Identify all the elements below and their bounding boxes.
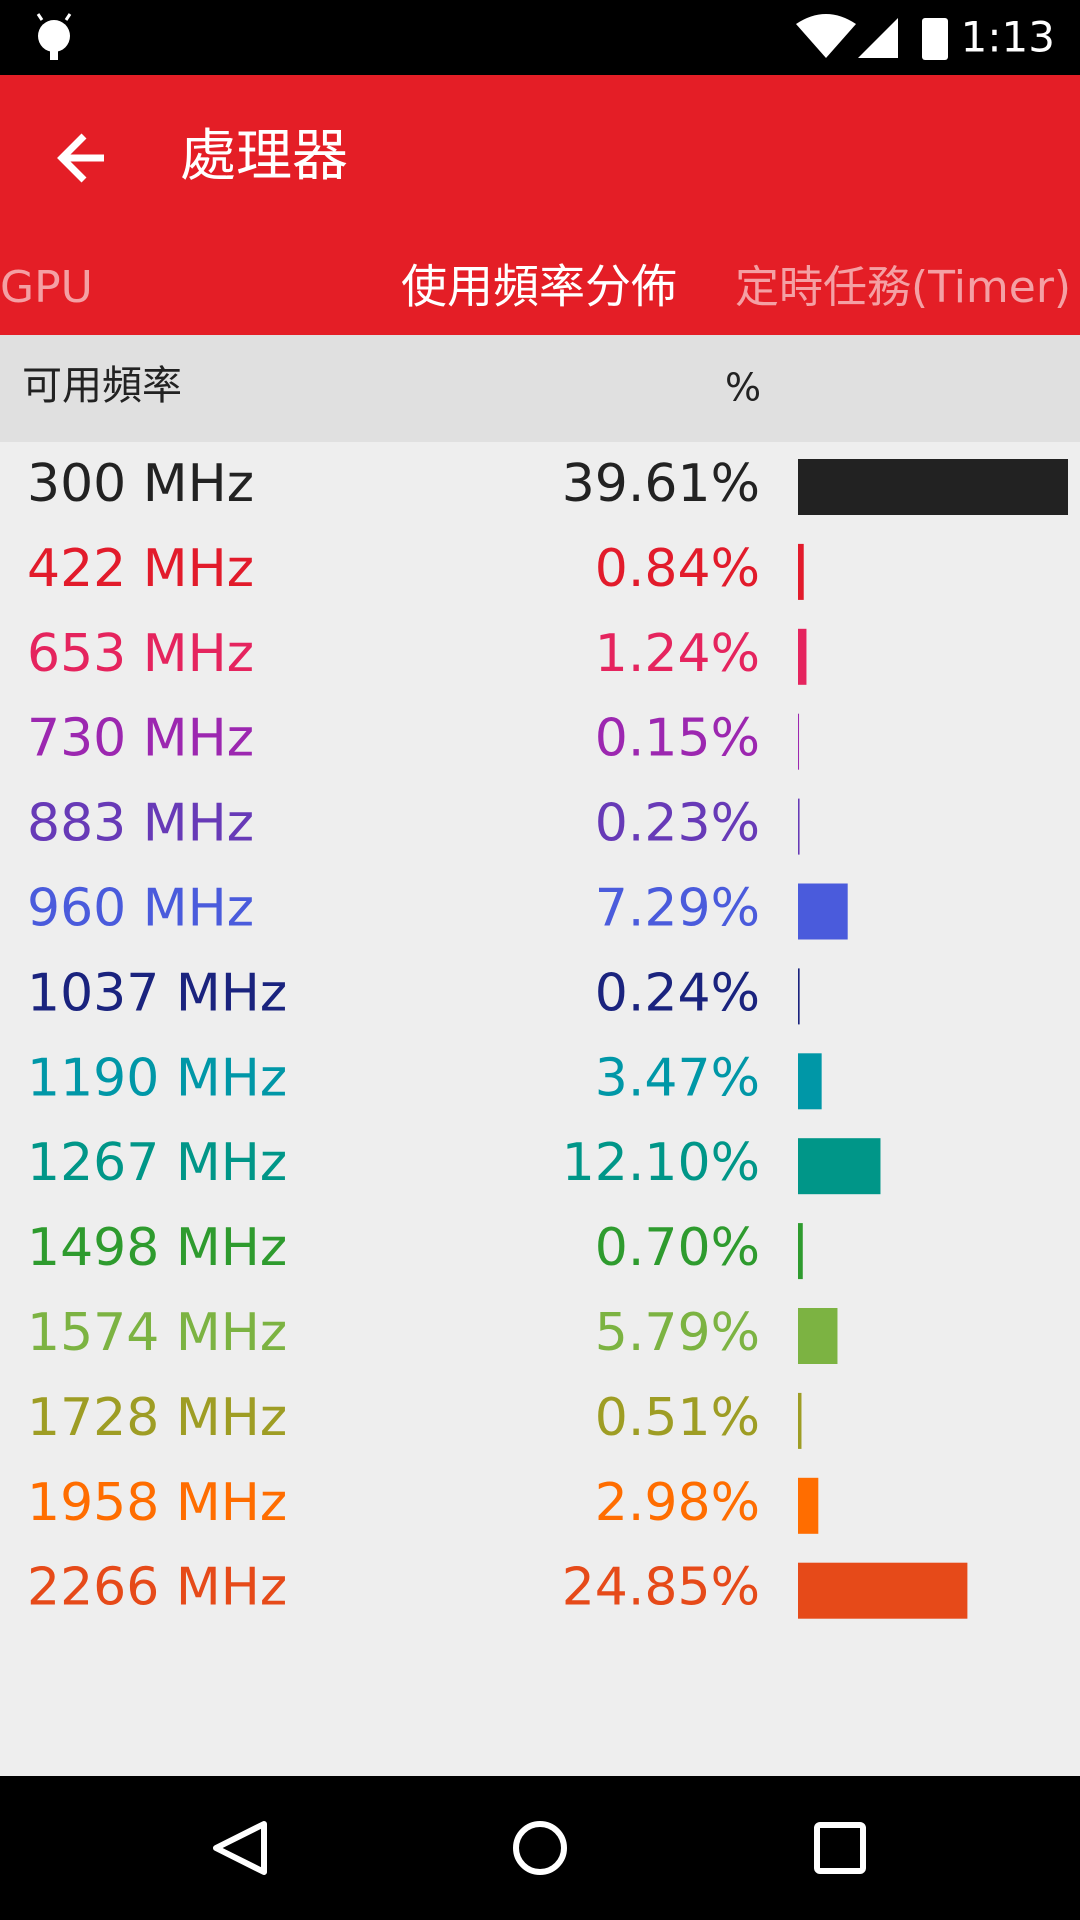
toolbar-title: 處理器 <box>180 124 348 189</box>
frequency-label: 300 MHz <box>27 454 254 514</box>
usage-bar <box>798 968 800 1025</box>
percent-label: 0.24% <box>595 963 760 1023</box>
battery-icon <box>922 18 948 60</box>
tab[interactable]: 定時任務(Timer) <box>735 262 1071 313</box>
back-button[interactable] <box>57 133 104 183</box>
nav-home[interactable] <box>513 1821 567 1875</box>
list-header <box>0 335 1080 442</box>
frequency-label: 1037 MHz <box>27 963 287 1023</box>
percent-label: 0.70% <box>595 1218 760 1278</box>
frequency-label: 883 MHz <box>27 794 254 854</box>
percent-label: 3.47% <box>595 1048 760 1108</box>
frequency-label: 960 MHz <box>27 879 254 939</box>
frequency-label: 730 MHz <box>27 709 254 769</box>
tab-selected[interactable]: 使用頻率分佈 <box>401 260 677 314</box>
percent-label: 1.24% <box>595 624 760 684</box>
percent-label: 2.98% <box>595 1473 760 1533</box>
wifi-icon <box>796 14 856 58</box>
percent-label: 0.23% <box>595 794 760 854</box>
usage-bar <box>798 1138 881 1195</box>
tab[interactable]: GPU <box>0 262 93 313</box>
percent-label: 0.84% <box>595 539 760 599</box>
usage-bar <box>798 1223 803 1280</box>
frequency-label: 1267 MHz <box>27 1133 287 1193</box>
usage-bar <box>798 1053 822 1110</box>
clock: 1:13 <box>961 13 1055 62</box>
usage-bar <box>798 1308 838 1364</box>
usage-bar <box>798 1477 819 1534</box>
frequency-label: 422 MHz <box>27 539 254 599</box>
frequency-label: 1958 MHz <box>27 1473 287 1533</box>
usage-bar <box>798 459 1068 515</box>
toolbar <box>0 75 1080 335</box>
header-unit: % <box>725 366 761 410</box>
usage-bar <box>798 1562 968 1619</box>
usage-bar <box>798 883 848 940</box>
rows: 300 MHz 39.61% 422 MHz 0.84% 653 MHz 1.24% 730… <box>27 454 1068 1619</box>
frequency-label: 1190 MHz <box>27 1048 287 1108</box>
status-bar <box>0 0 1080 75</box>
frequency-label: 2266 MHz <box>27 1558 287 1618</box>
nav-recent[interactable] <box>814 1822 866 1874</box>
usage-bar <box>798 628 807 685</box>
frequency-label: 1728 MHz <box>27 1388 287 1448</box>
usage-bar <box>798 1392 802 1449</box>
frequency-label: 1574 MHz <box>27 1303 287 1363</box>
percent-label: 0.51% <box>595 1388 760 1448</box>
header-name: 可用頻率 <box>22 363 182 409</box>
percent-label: 0.15% <box>595 709 760 769</box>
nav-back[interactable] <box>213 1821 267 1875</box>
signal-icon <box>858 18 898 58</box>
android-icon <box>36 13 72 60</box>
frequency-label: 1498 MHz <box>27 1218 287 1278</box>
percent-label: 7.29% <box>595 879 760 939</box>
percent-label: 39.61% <box>562 454 760 514</box>
percent-label: 5.79% <box>595 1303 760 1363</box>
percent-label: 24.85% <box>562 1558 760 1618</box>
nav-bar <box>0 1776 1080 1920</box>
usage-bar <box>798 798 800 855</box>
percent-label: 12.10% <box>562 1133 760 1193</box>
usage-bar <box>798 713 800 770</box>
usage-bar <box>798 543 804 600</box>
frequency-label: 653 MHz <box>27 624 254 684</box>
